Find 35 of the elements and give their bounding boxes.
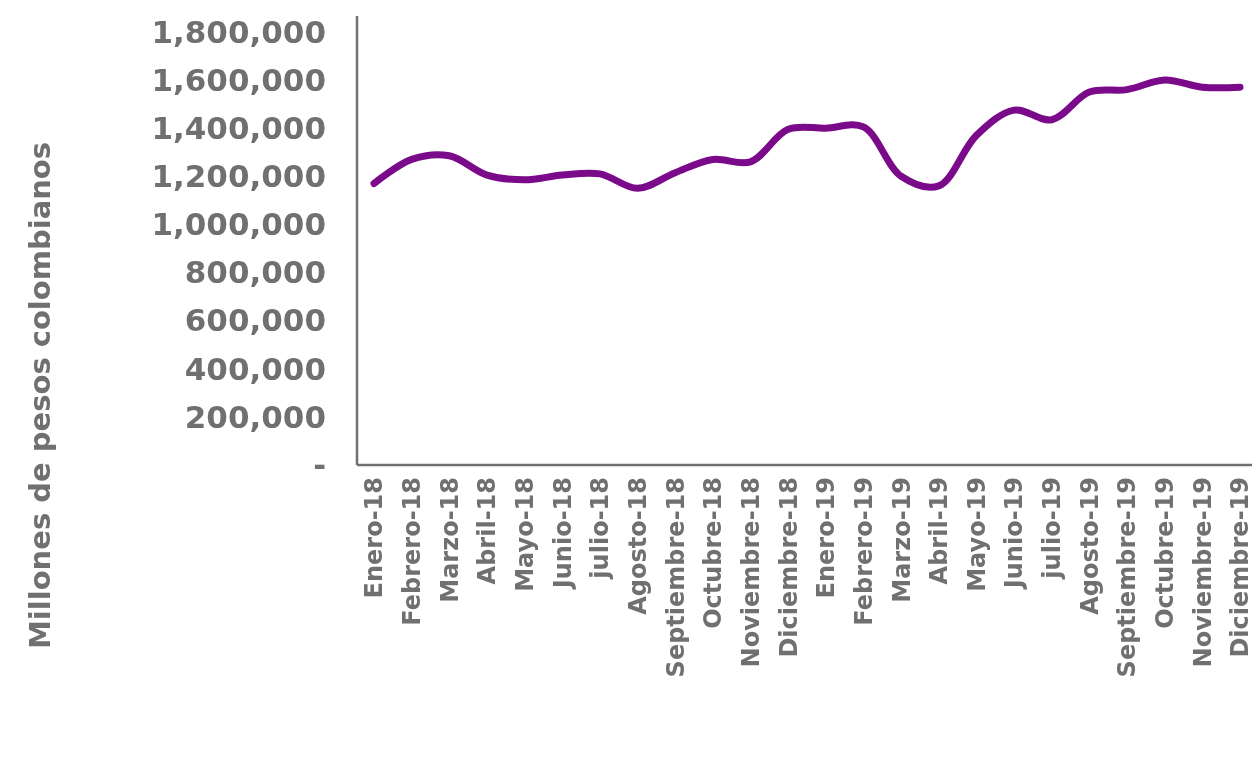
x-tick-label: Marzo-19 [887, 477, 916, 603]
x-tick-label: Mayo-19 [962, 477, 991, 592]
x-tick-label: Marzo-18 [435, 477, 464, 603]
x-tick-label: Septiembre-18 [661, 477, 690, 678]
x-tick-label: Junio-19 [1000, 477, 1029, 591]
x-tick-label: Noviembre-19 [1188, 477, 1217, 668]
x-tick-label: Octubre-19 [1151, 477, 1180, 629]
x-tick-label: julio-19 [1038, 477, 1067, 580]
y-tick-label: 1,200,000 [151, 158, 326, 195]
x-tick-label: Agosto-19 [1075, 477, 1104, 615]
x-tick-label: Abril-18 [473, 477, 502, 585]
x-tick-label: Septiembre-19 [1113, 477, 1142, 678]
y-tick-label: 1,600,000 [151, 61, 326, 98]
x-tick-label: Octubre-18 [699, 477, 728, 629]
x-tick-label: Diciembre-18 [774, 477, 803, 658]
x-tick-label: Diciembre-19 [1226, 477, 1255, 658]
x-tick-label: Junio-18 [548, 477, 577, 591]
y-tick-label: 800,000 [184, 254, 326, 291]
x-tick-label: Enero-19 [812, 477, 841, 599]
x-tick-label: Enero-18 [360, 477, 389, 599]
x-tick-label: Abril-19 [925, 477, 954, 585]
y-tick-label: 200,000 [184, 398, 326, 435]
x-tick-label: Agosto-18 [623, 477, 652, 615]
y-tick-label: - [313, 446, 326, 483]
y-axis-title: Millones de pesos colombianos [23, 141, 58, 650]
x-tick-label: Noviembre-18 [736, 477, 765, 668]
x-tick-label: Febrero-18 [398, 477, 427, 626]
y-tick-label: 1,800,000 [151, 13, 326, 50]
y-tick-label: 600,000 [184, 302, 326, 339]
x-tick-label: julio-18 [586, 477, 615, 580]
y-tick-label: 400,000 [184, 350, 326, 387]
x-tick-label: Mayo-18 [511, 477, 540, 592]
y-tick-label: 1,000,000 [151, 206, 326, 243]
y-tick-label: 1,400,000 [151, 109, 326, 146]
x-tick-label: Febrero-19 [849, 477, 878, 626]
